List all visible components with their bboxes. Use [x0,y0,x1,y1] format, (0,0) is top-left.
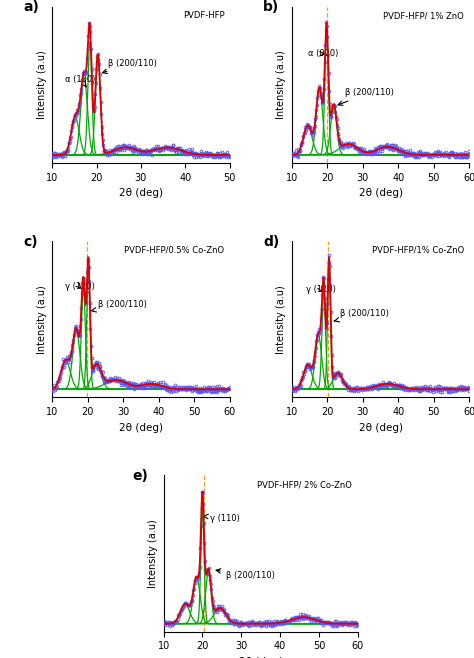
Text: β (200/110): β (200/110) [338,88,394,105]
Text: PVDF-HFP/1% Co-ZnO: PVDF-HFP/1% Co-ZnO [372,245,464,255]
Text: PVDF-HFP/ 1% ZnO: PVDF-HFP/ 1% ZnO [383,11,464,20]
Text: b): b) [264,1,280,14]
Y-axis label: Intensity (a.u): Intensity (a.u) [148,519,158,588]
X-axis label: 2θ (deg): 2θ (deg) [358,422,402,432]
Text: a): a) [24,1,40,14]
Text: β (200/110): β (200/110) [216,569,274,580]
Y-axis label: Intensity (a.u): Intensity (a.u) [36,285,46,353]
Text: γ (110): γ (110) [64,282,94,291]
Text: β (200/110): β (200/110) [102,59,156,74]
Text: d): d) [264,235,280,249]
X-axis label: 2θ (deg): 2θ (deg) [239,657,283,658]
Text: β (200/110): β (200/110) [91,300,147,312]
X-axis label: 2θ (deg): 2θ (deg) [119,422,163,432]
X-axis label: 2θ (deg): 2θ (deg) [358,188,402,198]
Text: e): e) [133,469,148,483]
X-axis label: 2θ (deg): 2θ (deg) [119,188,163,198]
Y-axis label: Intensity (a.u): Intensity (a.u) [276,285,286,353]
Text: γ (110): γ (110) [204,514,240,523]
Text: c): c) [24,235,38,249]
Text: PVDF-HFP: PVDF-HFP [182,11,224,20]
Text: α (100): α (100) [65,75,96,87]
Y-axis label: Intensity (a.u): Intensity (a.u) [276,51,286,119]
Y-axis label: Intensity (a.u): Intensity (a.u) [36,51,46,119]
Text: β (200/110): β (200/110) [334,309,389,322]
Text: α (020): α (020) [308,49,338,58]
Text: PVDF-HFP/0.5% Co-ZnO: PVDF-HFP/0.5% Co-ZnO [124,245,224,255]
Text: γ (110): γ (110) [306,285,336,294]
Text: PVDF-HFP/ 2% Co-ZnO: PVDF-HFP/ 2% Co-ZnO [257,480,352,489]
